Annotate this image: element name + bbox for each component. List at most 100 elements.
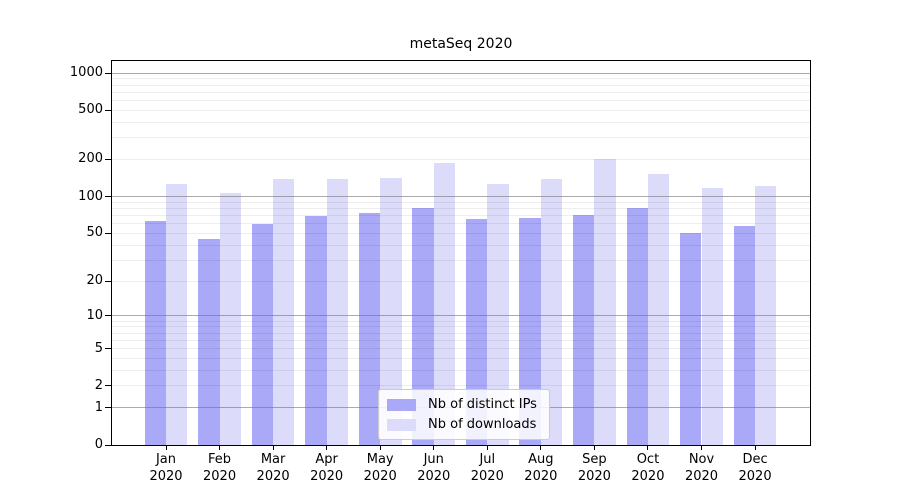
bar-ips-dec bbox=[733, 226, 756, 445]
y-tick-label-20: 20 bbox=[86, 273, 103, 289]
y-tick-mark bbox=[105, 348, 112, 350]
bar-ips-mar bbox=[251, 223, 274, 445]
x-tick-label-may: May 2020 bbox=[363, 452, 397, 484]
bar-ips-apr bbox=[305, 216, 327, 445]
x-tick-label-jan: Jan 2020 bbox=[149, 452, 183, 484]
grid-line-2 bbox=[112, 385, 810, 387]
x-tick-mark bbox=[219, 445, 221, 450]
grid-line-40 bbox=[112, 244, 810, 246]
bar-ips-jul bbox=[465, 218, 488, 445]
x-tick-mark bbox=[754, 445, 756, 450]
x-tick-label-apr: Apr 2020 bbox=[310, 452, 344, 484]
grid-line-5 bbox=[112, 348, 810, 350]
grid-line-50 bbox=[112, 232, 810, 234]
bar-downloads-nov bbox=[701, 188, 723, 445]
bar-ips-aug bbox=[519, 217, 541, 445]
y-tick-mark bbox=[105, 315, 112, 317]
bar-ips-jan bbox=[144, 221, 166, 445]
x-tick-mark bbox=[326, 445, 328, 450]
x-tick-label-aug: Aug 2020 bbox=[524, 452, 558, 484]
chart-title: metaSeq 2020 bbox=[409, 36, 513, 52]
grid-line-3 bbox=[112, 369, 810, 371]
grid-line-70 bbox=[112, 214, 810, 216]
grid-line-600 bbox=[112, 99, 810, 101]
legend-item-distinct-ips: Nb of distinct IPs bbox=[387, 397, 537, 412]
x-tick-mark bbox=[486, 445, 488, 450]
grid-line-8 bbox=[112, 326, 810, 328]
grid-line-20 bbox=[112, 280, 810, 282]
y-tick-mark bbox=[105, 280, 112, 282]
y-tick-mark bbox=[105, 407, 112, 409]
grid-line-200 bbox=[112, 158, 810, 160]
y-tick-mark bbox=[105, 196, 112, 197]
bar-downloads-jul bbox=[487, 183, 509, 445]
grid-line-400 bbox=[112, 121, 810, 123]
grid-line-90 bbox=[112, 201, 810, 203]
bar-ips-nov bbox=[680, 233, 702, 445]
y-tick-mark bbox=[105, 109, 112, 111]
x-tick-mark bbox=[701, 445, 702, 450]
grid-line-30 bbox=[112, 259, 810, 261]
grid-line-9 bbox=[112, 320, 810, 322]
y-tick-label-100: 100 bbox=[78, 188, 103, 204]
bar-ips-may bbox=[358, 212, 381, 445]
bar-ips-oct bbox=[626, 207, 648, 445]
y-tick-mark bbox=[105, 232, 112, 234]
bar-ips-jun bbox=[412, 207, 434, 445]
bar-ips-feb bbox=[198, 238, 220, 445]
bar-ips-sep bbox=[573, 215, 595, 445]
y-tick-mark bbox=[105, 444, 112, 446]
bar-downloads-jan bbox=[166, 184, 188, 445]
bar-downloads-may bbox=[380, 178, 402, 445]
x-tick-mark bbox=[593, 445, 595, 450]
bar-downloads-oct bbox=[647, 174, 670, 445]
y-tick-label-1000: 1000 bbox=[69, 65, 103, 80]
grid-line-10 bbox=[112, 315, 810, 317]
grid-line-6 bbox=[112, 339, 810, 341]
y-tick-label-500: 500 bbox=[78, 102, 103, 118]
y-tick-label-50: 50 bbox=[86, 225, 103, 241]
legend-item-downloads: Nb of downloads bbox=[387, 417, 537, 432]
grid-line-800 bbox=[112, 84, 810, 86]
bar-downloads-sep bbox=[594, 159, 616, 445]
grid-line-4 bbox=[112, 357, 810, 359]
y-tick-mark bbox=[105, 385, 112, 387]
x-tick-label-mar: Mar 2020 bbox=[256, 452, 290, 484]
legend: Nb of distinct IPs Nb of downloads bbox=[378, 389, 550, 440]
x-tick-mark bbox=[272, 445, 274, 450]
plot-area: Nb of distinct IPs Nb of downloads bbox=[111, 60, 811, 446]
bar-downloads-jun bbox=[433, 163, 456, 445]
grid-line-7 bbox=[112, 332, 810, 334]
bar-downloads-mar bbox=[273, 178, 295, 445]
grid-line-900 bbox=[112, 78, 810, 80]
bar-downloads-aug bbox=[540, 178, 563, 445]
y-tick-label-1: 1 bbox=[94, 399, 103, 415]
y-tick-mark bbox=[105, 72, 112, 74]
bar-downloads-apr bbox=[326, 178, 349, 445]
bar-downloads-feb bbox=[219, 192, 241, 445]
x-tick-label-jun: Jun 2020 bbox=[417, 452, 451, 484]
grid-line-100 bbox=[112, 196, 810, 197]
x-tick-label-dec: Dec 2020 bbox=[738, 452, 772, 484]
grid-line-300 bbox=[112, 137, 810, 139]
grid-line-700 bbox=[112, 91, 810, 93]
grid-line-80 bbox=[112, 207, 810, 209]
legend-swatch-downloads bbox=[387, 418, 416, 431]
x-tick-label-sep: Sep 2020 bbox=[577, 452, 611, 484]
x-tick-label-oct: Oct 2020 bbox=[631, 452, 665, 484]
x-tick-mark bbox=[379, 445, 381, 450]
grid-line-500 bbox=[112, 109, 810, 111]
x-tick-mark bbox=[433, 445, 435, 450]
y-tick-label-2: 2 bbox=[94, 377, 103, 393]
grid-line-60 bbox=[112, 223, 810, 225]
legend-label: Nb of downloads bbox=[428, 417, 537, 432]
x-tick-mark bbox=[647, 445, 649, 450]
y-tick-label-0: 0 bbox=[94, 437, 103, 452]
legend-swatch-distinct-ips bbox=[387, 398, 416, 411]
x-tick-mark bbox=[165, 445, 167, 450]
x-tick-label-jul: Jul 2020 bbox=[470, 452, 504, 484]
legend-label: Nb of distinct IPs bbox=[428, 397, 537, 412]
y-tick-label-5: 5 bbox=[94, 340, 103, 356]
y-tick-mark bbox=[105, 158, 112, 160]
x-tick-label-feb: Feb 2020 bbox=[203, 452, 237, 484]
